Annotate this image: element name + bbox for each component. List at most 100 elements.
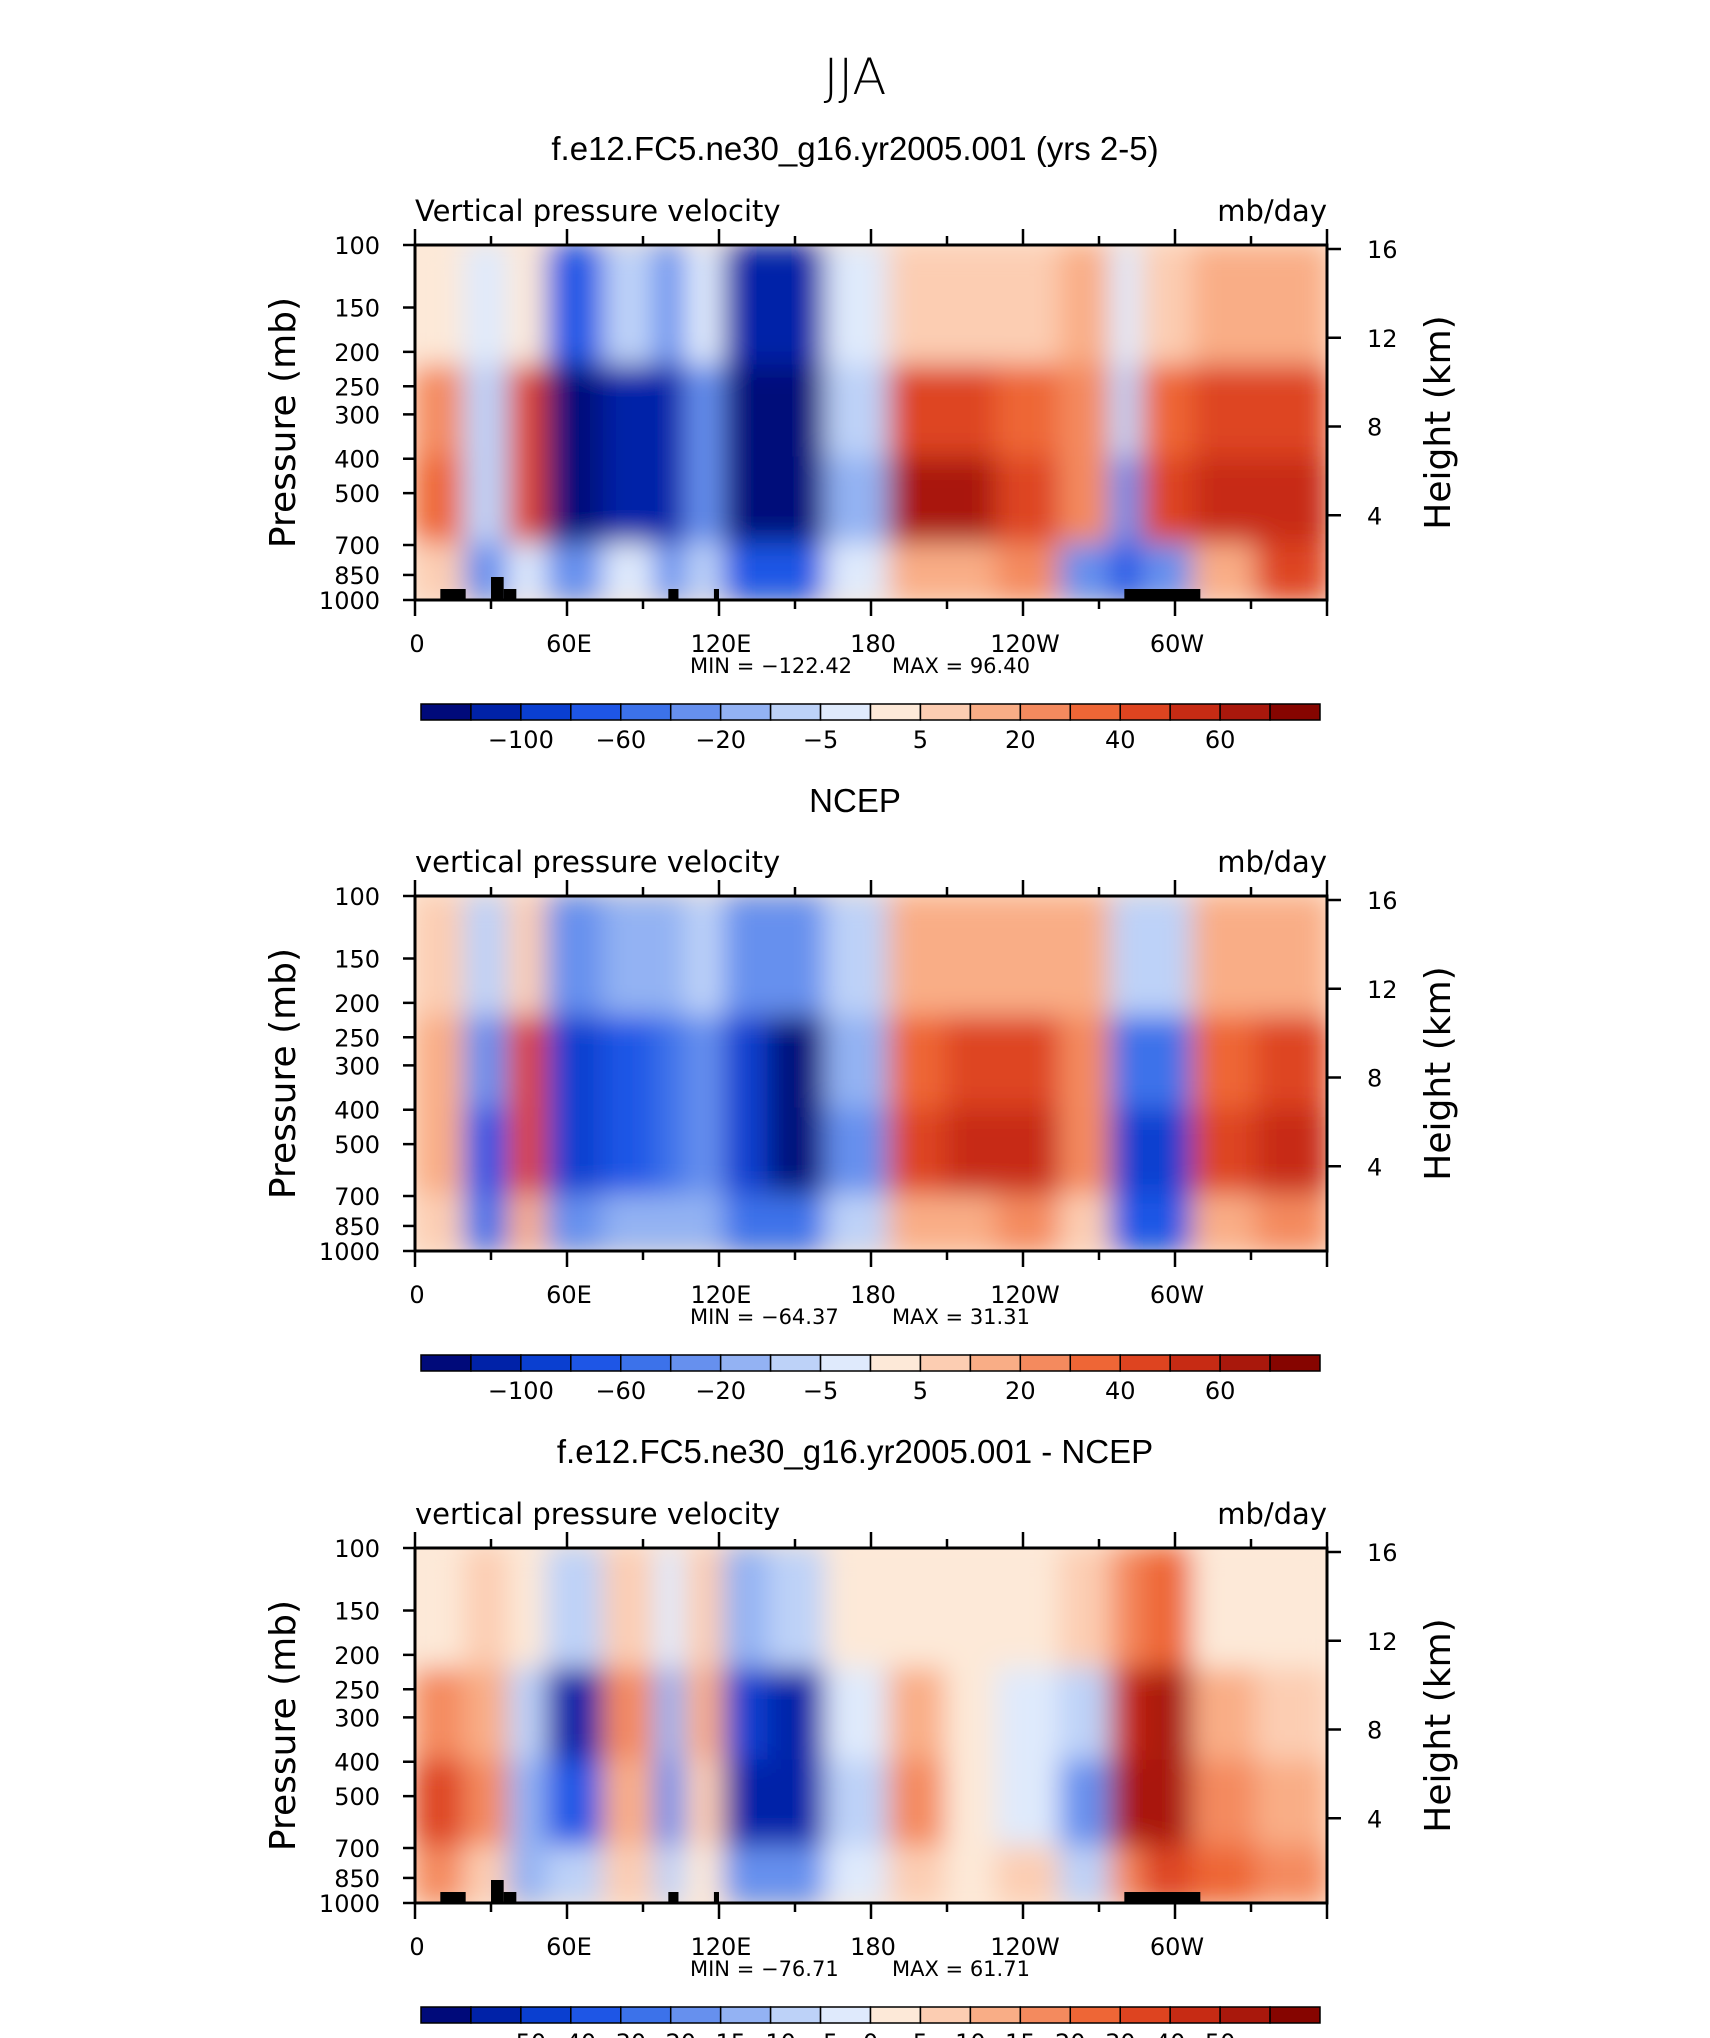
field-cell	[603, 1846, 658, 1903]
lon-tick-label: 0	[409, 1281, 424, 1309]
colorbar-box	[1219, 1354, 1271, 1372]
field-cell	[1059, 1667, 1114, 1764]
field-cell	[888, 543, 949, 600]
min-label: MIN = −64.37	[690, 1305, 839, 1329]
colorbar-box	[1019, 703, 1072, 721]
colorbar-box	[1219, 703, 1271, 721]
field-cell	[723, 1107, 772, 1199]
colorbar-label: 60	[1205, 1377, 1236, 1405]
lon-tick-label: 120W	[990, 630, 1060, 658]
field-cell	[1192, 456, 1260, 548]
colorbar-label: 5	[913, 2029, 928, 2038]
field-cell	[1141, 1548, 1196, 1672]
field-cell	[945, 364, 1000, 461]
field-cell	[603, 896, 658, 1020]
colorbar-label: 5	[913, 1377, 928, 1405]
field-cell	[546, 1759, 607, 1851]
field-cell	[415, 364, 468, 461]
field-cell	[508, 896, 550, 1020]
field-layer	[415, 1548, 1327, 1903]
pressure-tick-label: 1000	[319, 587, 380, 615]
field-cell	[463, 1667, 512, 1764]
field-cell	[415, 896, 468, 1020]
field-cell	[415, 1759, 468, 1851]
field-cell	[508, 1194, 550, 1251]
terrain-mask	[1124, 589, 1201, 600]
field-cell	[653, 456, 690, 548]
max-label: MAX = 96.40	[892, 654, 1030, 678]
field-cell	[888, 1667, 949, 1764]
field-cell	[1141, 1107, 1196, 1199]
field-cell	[1059, 1015, 1114, 1112]
pressure-tick-label: 250	[334, 373, 380, 401]
units-label: mb/day	[1217, 1497, 1327, 1531]
field-cell	[415, 1107, 468, 1199]
height-tick-label: 12	[1367, 1628, 1398, 1656]
field-cell	[723, 456, 772, 548]
field-cell	[1109, 896, 1146, 1020]
field-cell	[1109, 456, 1146, 548]
field-cell	[546, 1548, 607, 1672]
terrain-mask	[503, 1892, 517, 1903]
field-cell	[767, 456, 829, 548]
field-cell	[1192, 1846, 1260, 1903]
field-cell	[1109, 1194, 1146, 1251]
field-cell	[463, 896, 512, 1020]
field-cell	[415, 1548, 468, 1672]
field-cell	[603, 1015, 658, 1112]
field-cell	[995, 1548, 1063, 1672]
field-cell	[1059, 1759, 1114, 1851]
field-cell	[463, 1194, 512, 1251]
field-cell	[1059, 896, 1114, 1020]
colorbar-box	[969, 1354, 1022, 1372]
field-cell	[824, 456, 892, 548]
terrain-mask	[491, 577, 504, 600]
field-cell	[685, 1548, 728, 1672]
colorbar-box	[869, 2006, 922, 2024]
colorbar-label: −20	[645, 2029, 696, 2038]
colorbar-box	[1069, 2006, 1121, 2024]
colorbar-box	[1069, 1354, 1121, 1372]
field-cell	[723, 1846, 772, 1903]
field-cell	[1059, 543, 1114, 600]
field-cell	[995, 1015, 1063, 1112]
field-cell	[824, 1107, 892, 1199]
field-cell	[995, 896, 1063, 1020]
lon-tick-label: 60E	[546, 630, 592, 658]
colorbar-box	[1019, 1354, 1072, 1372]
pressure-tick-label: 100	[334, 883, 380, 911]
pressure-tick-label: 300	[334, 1052, 380, 1080]
colorbar-box	[520, 2006, 572, 2024]
colorbar-label: −5	[803, 1377, 838, 1405]
colorbar-box	[1169, 703, 1221, 721]
colorbar-box	[769, 703, 822, 721]
field-cell	[945, 1194, 1000, 1251]
colorbar-box	[919, 1354, 972, 1372]
colorbar-box	[669, 2006, 722, 2024]
colorbar-label: 15	[1005, 2029, 1036, 2038]
field-cell	[1255, 1107, 1327, 1199]
colorbar-label: 20	[1055, 2029, 1086, 2038]
pressure-axis-title: Pressure (mb)	[263, 948, 304, 1199]
pressure-tick-label: 500	[334, 1783, 380, 1811]
field-cell	[723, 1015, 772, 1112]
pressure-tick-label: 1000	[319, 1890, 380, 1918]
field-cell	[1255, 1548, 1327, 1672]
field-cell	[945, 245, 1000, 369]
field-cell	[1141, 896, 1196, 1020]
lon-tick-label: 120W	[990, 1933, 1060, 1961]
colorbar-label: 20	[1005, 726, 1036, 754]
field-cell	[945, 1667, 1000, 1764]
colorbar-box	[1169, 2006, 1221, 2024]
colorbar-box	[969, 2006, 1022, 2024]
pressure-tick-label: 100	[334, 1535, 380, 1563]
field-cell	[1141, 1667, 1196, 1764]
field-cell	[888, 1759, 949, 1851]
colorbar-box	[570, 1354, 622, 1372]
colorbar-label: −100	[488, 1377, 554, 1405]
field-cell	[546, 456, 607, 548]
field-cell	[995, 1759, 1063, 1851]
field-cell	[1255, 245, 1327, 369]
field-cell	[463, 1759, 512, 1851]
